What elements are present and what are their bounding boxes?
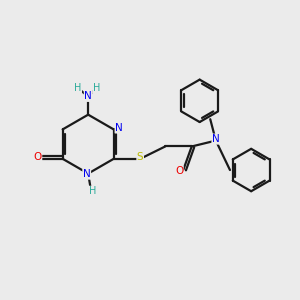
Text: H: H — [93, 83, 100, 93]
Text: O: O — [34, 152, 42, 162]
Text: O: O — [175, 166, 183, 176]
Text: H: H — [74, 83, 82, 93]
Text: N: N — [212, 134, 220, 144]
Text: H: H — [89, 186, 96, 196]
Text: N: N — [115, 123, 123, 133]
Text: N: N — [84, 92, 92, 101]
Text: N: N — [83, 169, 91, 179]
Text: S: S — [137, 152, 143, 162]
